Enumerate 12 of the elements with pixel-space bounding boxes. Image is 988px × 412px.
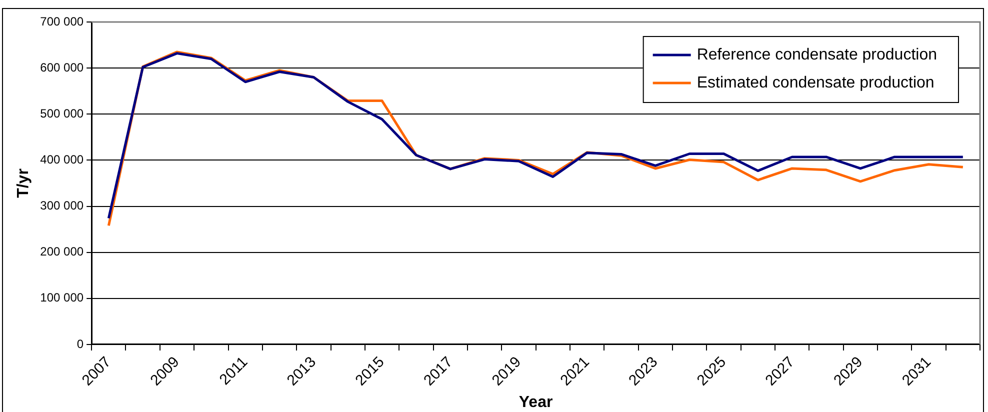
y-tick-label: 400 000 bbox=[40, 152, 84, 167]
y-tick-label: 600 000 bbox=[40, 60, 84, 74]
y-tick-label: 0 bbox=[76, 336, 84, 351]
y-tick-label: 500 000 bbox=[40, 106, 84, 120]
y-tick-label: 300 000 bbox=[40, 198, 84, 213]
y-axis-title: T/yr bbox=[15, 168, 32, 198]
y-tick-label: 200 000 bbox=[40, 244, 84, 259]
legend-label: Estimated condensate production bbox=[696, 74, 934, 92]
y-tick-label: 700 000 bbox=[40, 14, 84, 28]
y-tick-label: 100 000 bbox=[40, 290, 84, 305]
x-axis-title: Year bbox=[518, 394, 553, 411]
legend-label: Reference condensate production bbox=[696, 46, 938, 64]
